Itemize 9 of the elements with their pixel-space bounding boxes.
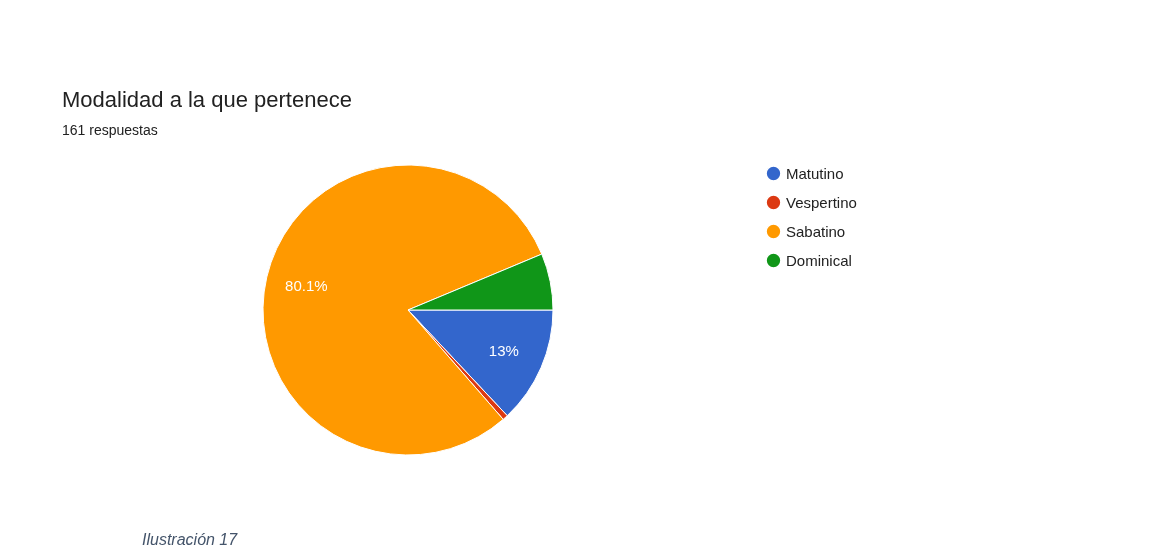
text: Ilustración 17 — [142, 531, 239, 548]
text: 161 respuestas — [62, 122, 158, 138]
chart-title: Modalidad a la que pertenece — [62, 87, 352, 112]
legend-label: Sabatino — [786, 222, 846, 240]
data-label: 80.1% — [285, 277, 328, 295]
legend-label: Vespertino — [786, 193, 857, 211]
data-label: 13% — [488, 342, 519, 360]
legend-label: Dominical — [786, 251, 852, 269]
legend-label: Matutino — [786, 164, 844, 182]
